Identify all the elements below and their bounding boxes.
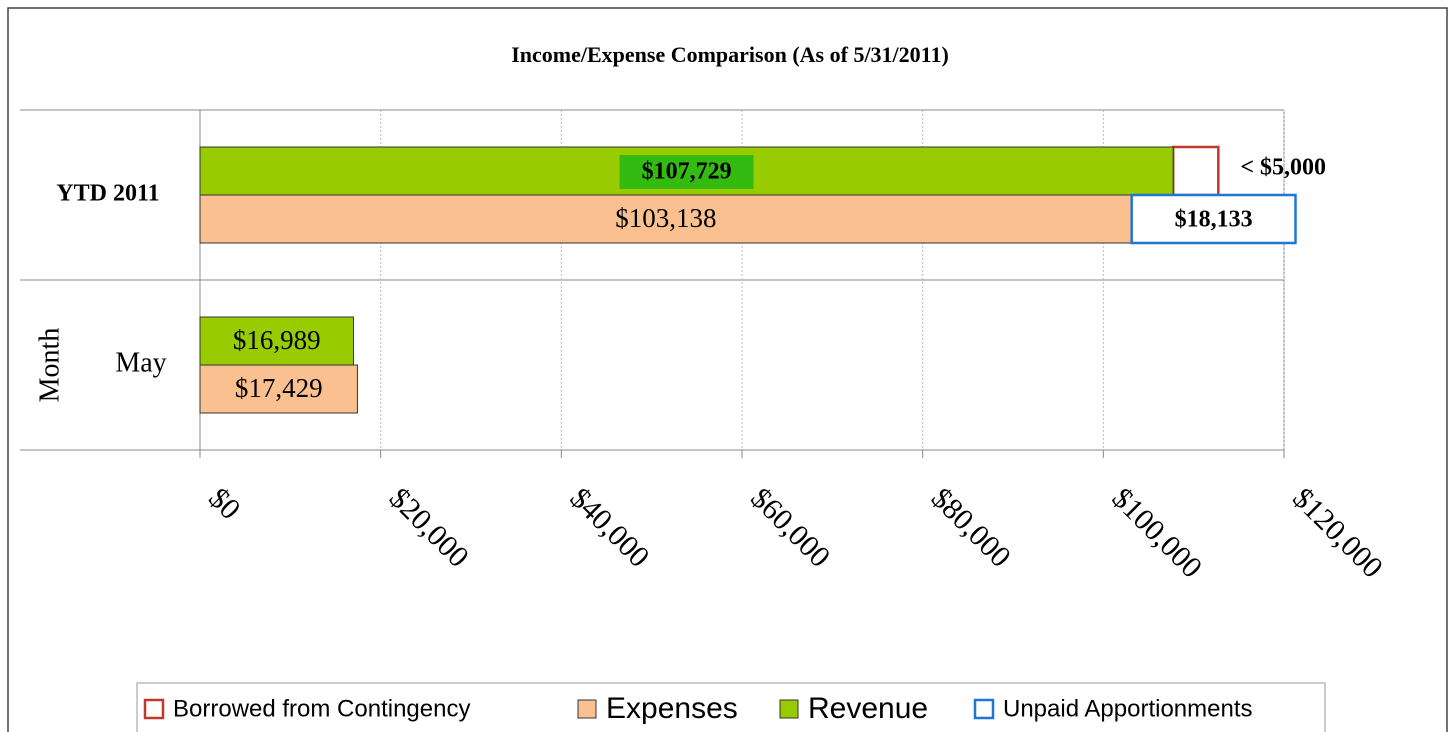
value-label: $16,989 bbox=[233, 325, 321, 355]
value-label: < $5,000 bbox=[1240, 155, 1326, 181]
legend-swatch bbox=[973, 698, 995, 720]
bar bbox=[199, 364, 358, 414]
x-tick-label: $60,000 bbox=[744, 481, 836, 573]
x-tick-label: $120,000 bbox=[1286, 481, 1389, 584]
legend-label: Borrowed from Contingency bbox=[173, 695, 470, 722]
bar bbox=[199, 194, 1133, 244]
y-tick-label: YTD 2011 bbox=[56, 181, 159, 207]
y-tick-label: May bbox=[115, 347, 166, 378]
chart-title: Income/Expense Comparison (As of 5/31/20… bbox=[511, 42, 949, 67]
bar bbox=[199, 316, 354, 366]
bar bbox=[1130, 193, 1297, 245]
x-tick-label: $0 bbox=[202, 481, 247, 526]
legend-label: Unpaid Apportionments bbox=[1003, 695, 1253, 722]
value-label: $107,729 bbox=[642, 159, 732, 185]
legend-label: Expenses bbox=[606, 692, 738, 725]
legend-swatch bbox=[577, 699, 597, 719]
chart-border bbox=[7, 7, 1448, 732]
x-tick-label: $40,000 bbox=[564, 481, 656, 573]
value-label: $17,429 bbox=[235, 373, 323, 403]
x-tick-label: $100,000 bbox=[1106, 481, 1209, 584]
legend-swatch bbox=[143, 698, 165, 720]
x-tick-label: $80,000 bbox=[925, 481, 1017, 573]
legend-swatch bbox=[779, 699, 799, 719]
value-label: $18,133 bbox=[1175, 207, 1253, 233]
x-tick-label: $20,000 bbox=[383, 481, 475, 573]
value-label-bg bbox=[619, 155, 754, 189]
legend-label: Revenue bbox=[808, 692, 928, 725]
bar bbox=[1171, 145, 1220, 197]
group-label: Month bbox=[34, 328, 65, 403]
legend-box bbox=[136, 682, 1326, 732]
value-label: $103,138 bbox=[615, 203, 716, 233]
